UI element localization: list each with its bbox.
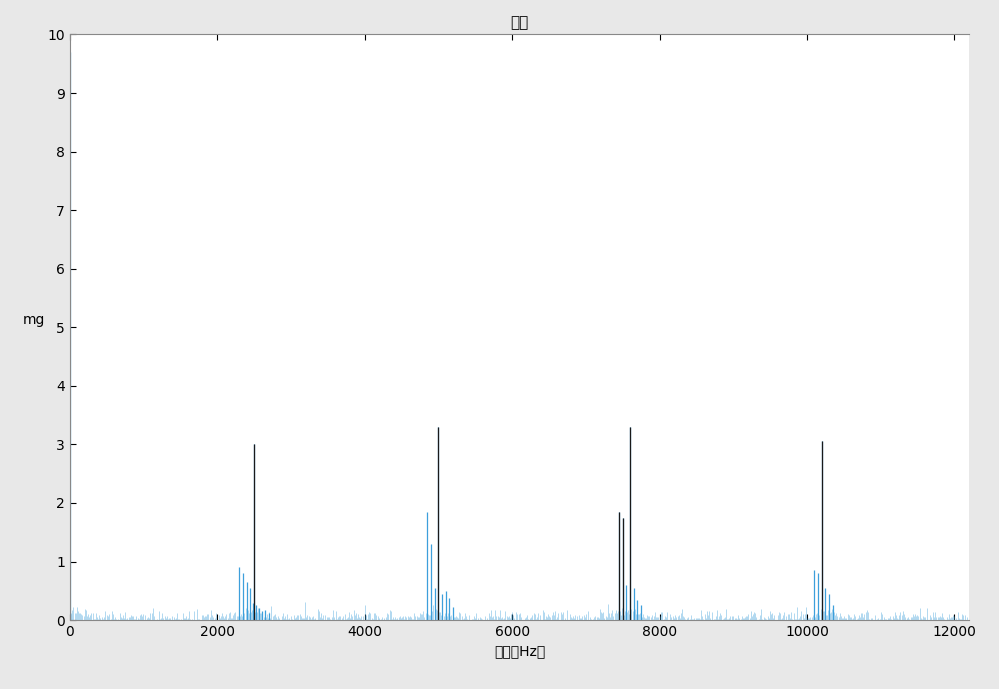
Title: 频谱: 频谱 bbox=[510, 16, 528, 30]
X-axis label: 频率（Hz）: 频率（Hz） bbox=[494, 644, 545, 659]
Y-axis label: mg: mg bbox=[22, 313, 45, 327]
